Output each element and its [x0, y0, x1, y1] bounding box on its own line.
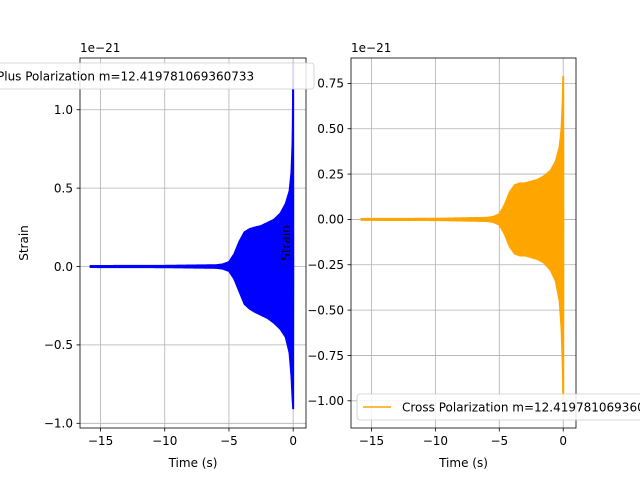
legend-frame [356, 393, 640, 421]
y-tick-label: 0.5 [54, 181, 73, 195]
y-offset-text: 1e−21 [351, 41, 391, 55]
legend: Cross Polarization m=12.419781069360733 [356, 393, 640, 421]
axes-frame [350, 57, 577, 429]
y-tick-label: −0.5 [44, 338, 73, 352]
series-cross [360, 76, 565, 401]
x-tick-label: −15 [88, 434, 113, 448]
x-tick-label: −15 [359, 434, 384, 448]
plot-panel-cross: −15 −10 −5 0 −1.00 −0.75 −0.50 −0.25 0.00 0.25 0.5… [279, 41, 640, 470]
y-tick-label: −1.00 [307, 394, 344, 408]
series-plus [89, 62, 295, 410]
x-tick-label: −5 [490, 434, 508, 448]
y-tick-label: 0.0 [54, 260, 73, 274]
plot-panel-plus: −15 −10 −5 0 −1.0 −0.5 0.0 0.5 1.0 1e−21 Time (s) S… [0, 41, 315, 470]
y-tick-label: 0.75 [317, 77, 344, 91]
series-envelope [89, 81, 295, 408]
y-tick-label: 0.50 [317, 122, 344, 136]
y-tick-label: 1.0 [54, 103, 73, 117]
y-tick-label: −0.75 [307, 349, 344, 363]
axes-frame [79, 57, 307, 429]
x-tick-label: −10 [423, 434, 448, 448]
y-offset-text: 1e−21 [80, 41, 120, 55]
x-tick-label: −10 [152, 434, 177, 448]
y-axis-label: Strain [17, 225, 31, 261]
y-tick-label: 0.00 [317, 213, 344, 227]
x-tick-label: 0 [289, 434, 297, 448]
x-axis-label: Time (s) [168, 456, 218, 470]
legend-frame [0, 62, 315, 90]
y-axis-label: Strain [279, 225, 293, 261]
y-tick-label: −0.50 [307, 303, 344, 317]
x-axis-label: Time (s) [438, 456, 488, 470]
y-tick-label: −0.25 [307, 258, 344, 272]
x-tick-label: 0 [559, 434, 567, 448]
y-tick-label: −1.0 [44, 417, 73, 431]
x-tick-label: −5 [220, 434, 238, 448]
legend: Plus Polarization m=12.419781069360733 [0, 62, 315, 90]
y-tick-label: 0.25 [317, 167, 344, 181]
legend-label: Cross Polarization m=12.419781069360733 [402, 401, 640, 415]
legend-label: Plus Polarization m=12.419781069360733 [0, 70, 254, 84]
